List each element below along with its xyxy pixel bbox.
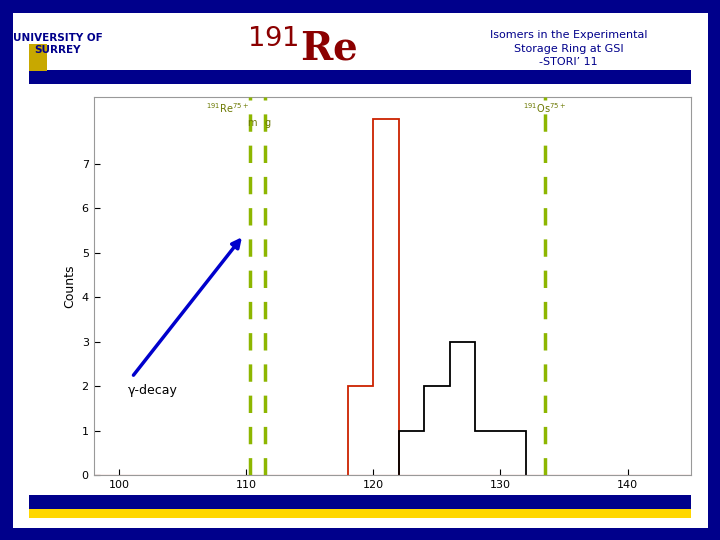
Bar	[29, 495, 691, 509]
Text: $^{191}$Re$^{75+}$: $^{191}$Re$^{75+}$	[205, 101, 248, 115]
Y-axis label: Counts: Counts	[63, 265, 76, 308]
Text: γ-decay: γ-decay	[128, 384, 178, 397]
Text: UNIVERSITY OF
SURREY: UNIVERSITY OF SURREY	[13, 33, 102, 55]
X-axis label: Frequency difference from $^{191}$Os$^{75+}$ reference: Frequency difference from $^{191}$Os$^{7…	[263, 494, 522, 513]
Bar	[29, 44, 47, 71]
Text: g: g	[264, 118, 270, 129]
Text: Isomers in the Experimental
Storage Ring at GSI
-STORI’ 11: Isomers in the Experimental Storage Ring…	[490, 30, 647, 67]
Text: m: m	[247, 118, 256, 129]
Bar	[29, 70, 691, 84]
Text: $^{191}$Os$^{75+}$: $^{191}$Os$^{75+}$	[523, 101, 567, 115]
Text: $^{191}$Re: $^{191}$Re	[247, 29, 358, 69]
Bar	[29, 509, 691, 518]
